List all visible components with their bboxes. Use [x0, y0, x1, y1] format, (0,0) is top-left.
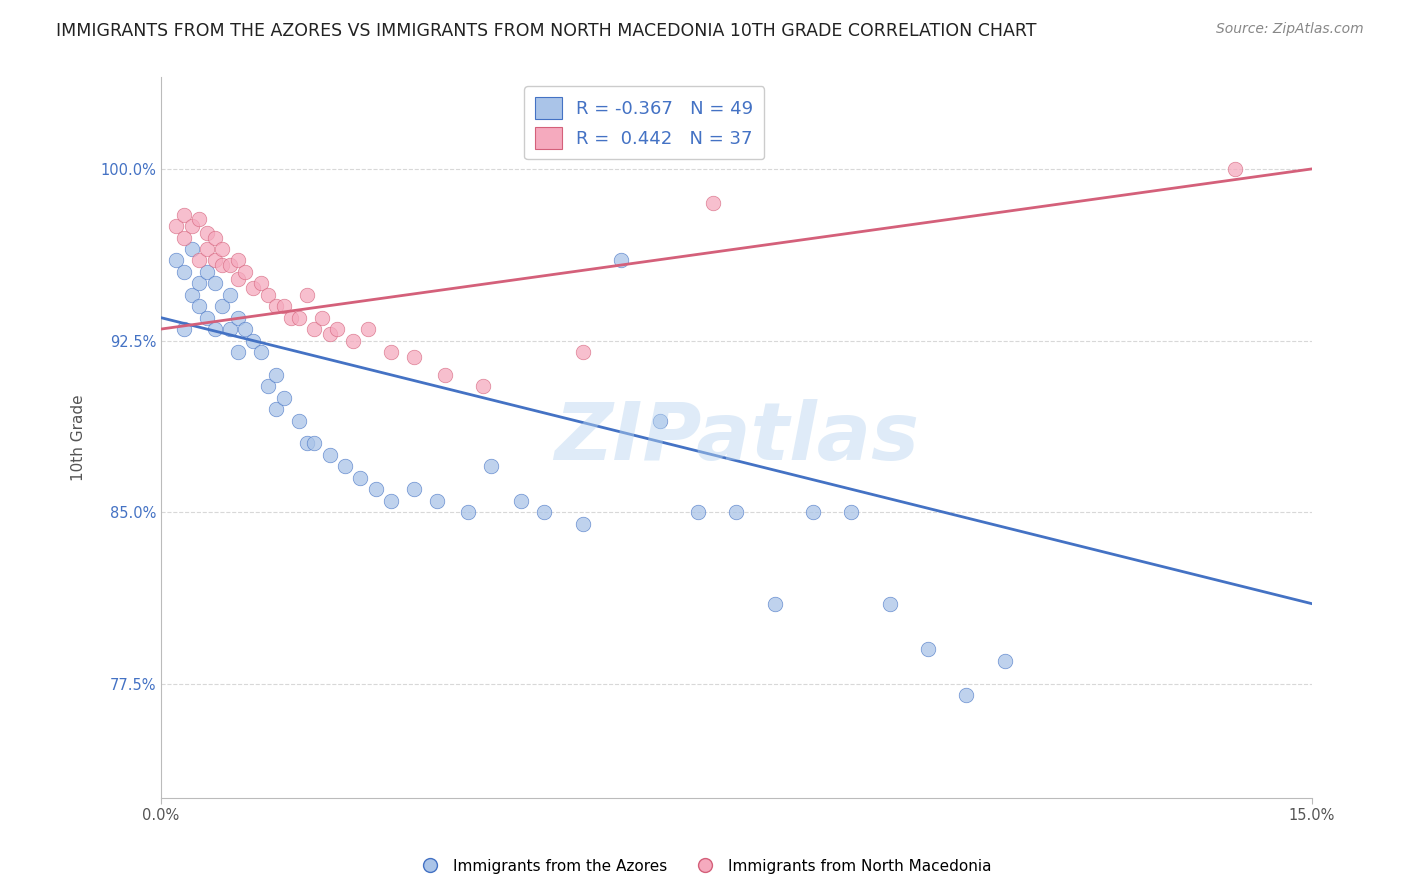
Point [648, 414, 671, 428]
Point [180, 287, 202, 301]
Point [572, 345, 595, 359]
Point [165, 253, 187, 268]
Text: ZIPatlas: ZIPatlas [554, 399, 918, 476]
Point [801, 505, 824, 519]
Point [318, 326, 340, 341]
Point [280, 310, 302, 325]
Point [211, 258, 233, 272]
Point [433, 368, 456, 382]
Point [188, 277, 211, 291]
Point [725, 505, 748, 519]
Point [249, 277, 271, 291]
Point [226, 253, 249, 268]
Point [195, 226, 218, 240]
Point [702, 196, 724, 211]
Point [173, 265, 195, 279]
Point [180, 242, 202, 256]
Point [204, 277, 226, 291]
Text: IMMIGRANTS FROM THE AZORES VS IMMIGRANTS FROM NORTH MACEDONIA 10TH GRADE CORRELA: IMMIGRANTS FROM THE AZORES VS IMMIGRANTS… [56, 22, 1036, 40]
Point [380, 493, 402, 508]
Point [288, 414, 311, 428]
Point [226, 345, 249, 359]
Point [204, 230, 226, 244]
Point [173, 208, 195, 222]
Point [264, 299, 287, 313]
Point [1223, 161, 1246, 176]
Point [364, 482, 387, 496]
Point [955, 688, 977, 702]
Point [763, 597, 786, 611]
Point [257, 379, 280, 393]
Point [402, 350, 425, 364]
Point [686, 505, 709, 519]
Point [610, 253, 633, 268]
Point [994, 654, 1017, 668]
Point [264, 368, 287, 382]
Point [242, 334, 264, 348]
Point [342, 334, 364, 348]
Point [233, 265, 256, 279]
Point [380, 345, 402, 359]
Point [533, 505, 555, 519]
Point [839, 505, 862, 519]
Point [457, 505, 479, 519]
Point [479, 459, 502, 474]
Legend: R = -0.367   N = 49, R =  0.442   N = 37: R = -0.367 N = 49, R = 0.442 N = 37 [524, 87, 765, 160]
Point [879, 597, 901, 611]
Point [226, 310, 249, 325]
Point [195, 265, 218, 279]
Point [917, 642, 939, 657]
Point [173, 322, 195, 336]
Point [349, 471, 371, 485]
Point [173, 230, 195, 244]
Y-axis label: 10th Grade: 10th Grade [72, 394, 86, 481]
Text: Source: ZipAtlas.com: Source: ZipAtlas.com [1216, 22, 1364, 37]
Point [211, 299, 233, 313]
Point [510, 493, 533, 508]
Point [188, 299, 211, 313]
Point [219, 287, 242, 301]
Point [249, 345, 271, 359]
Legend: Immigrants from the Azores, Immigrants from North Macedonia: Immigrants from the Azores, Immigrants f… [408, 853, 998, 880]
Point [257, 287, 280, 301]
Point [219, 258, 242, 272]
Point [472, 379, 495, 393]
Point [264, 402, 287, 417]
Point [304, 436, 326, 450]
Point [318, 448, 340, 462]
Point [204, 253, 226, 268]
Point [426, 493, 449, 508]
Point [288, 310, 311, 325]
Point [273, 299, 295, 313]
Point [242, 281, 264, 295]
Point [333, 459, 356, 474]
Point [188, 212, 211, 227]
Point [295, 436, 318, 450]
Point [273, 391, 295, 405]
Point [211, 242, 233, 256]
Point [219, 322, 242, 336]
Point [204, 322, 226, 336]
Point [195, 310, 218, 325]
Point [572, 516, 595, 531]
Point [357, 322, 380, 336]
Point [165, 219, 187, 234]
Point [195, 242, 218, 256]
Point [311, 310, 333, 325]
Point [295, 287, 318, 301]
Point [226, 272, 249, 286]
Point [402, 482, 425, 496]
Point [188, 253, 211, 268]
Point [233, 322, 256, 336]
Point [304, 322, 326, 336]
Point [326, 322, 349, 336]
Point [180, 219, 202, 234]
